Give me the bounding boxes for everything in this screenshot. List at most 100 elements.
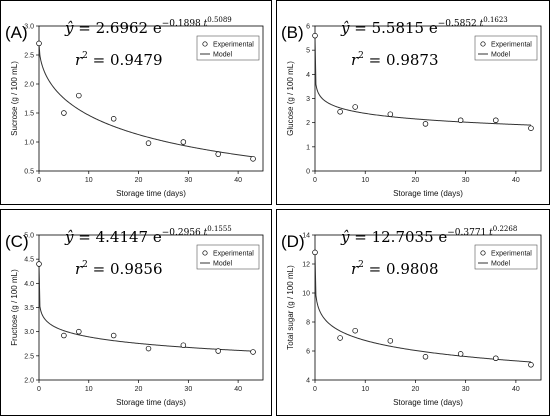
equation-yhat: ŷ <box>340 19 350 37</box>
y-tick-label: 5 <box>306 48 310 55</box>
y-tick-label: 2 <box>306 120 310 127</box>
equation-exponent-power: 0.1555 <box>207 225 232 233</box>
experimental-point <box>493 117 499 123</box>
chart-svg-d: 0 10 20 30 40 4 6 8 10 12 14 Storage time (days) Tot… <box>281 225 542 407</box>
x-tick-label: 0 <box>37 386 41 393</box>
r-squared-exponent: 2 <box>82 260 88 270</box>
experimental-point <box>457 117 464 123</box>
experimental-point <box>528 125 534 131</box>
y-tick-label: 2.0 <box>24 82 34 89</box>
legend-label-model: Model <box>213 261 233 268</box>
equation-exponent-t: t <box>204 228 208 238</box>
y-tick-label: 6 <box>306 349 310 356</box>
equation-exponent-power: 0.2268 <box>493 225 518 233</box>
x-tick-label: 0 <box>313 386 317 393</box>
x-tick-label: 0 <box>313 177 317 184</box>
x-tick-label: 10 <box>361 386 369 393</box>
experimental-point <box>312 32 318 39</box>
y-tick-label: 2.5 <box>24 53 34 60</box>
experimental-point <box>312 249 318 256</box>
y-tick-label: 1.0 <box>24 140 34 147</box>
chart-svg-b: 0 10 20 30 40 0 1 2 3 4 5 6 Storage time (days) Gluco… <box>281 16 542 198</box>
plot-frame <box>314 234 542 381</box>
experimental-point <box>352 104 358 110</box>
equation-exponent-t: t <box>204 19 208 29</box>
legend-box <box>196 244 260 270</box>
y-tick-label: 1 <box>306 144 310 151</box>
chart-panel-c: 0 10 20 30 40 2.0 2.5 3.0 3.5 4.0 4.5 5.0 Storage ti… <box>0 209 272 416</box>
y-axis-label: Sucrose (g / 100 mL) <box>10 61 19 136</box>
x-tick-label: 20 <box>135 386 143 393</box>
panel-label: (B) <box>281 23 304 42</box>
y-tick-label: 0.5 <box>24 169 34 176</box>
experimental-point <box>422 354 429 360</box>
equation-lhs: = 5.5815 e <box>349 19 437 37</box>
chart-panel-d: 0 10 20 30 40 4 6 8 10 12 14 Storage time (days) Tot… <box>276 209 550 416</box>
x-tick-label: 20 <box>135 177 143 184</box>
equation-exponent-t: t <box>489 228 493 238</box>
y-tick-label: 4.5 <box>24 257 34 264</box>
experimental-point <box>337 335 343 341</box>
r-squared-symbol: r <box>75 51 83 69</box>
model-equation: ŷ = 2.6962 e−0.1898 t0.5089 <box>64 16 232 37</box>
x-axis-label: Storage time (days) <box>116 398 186 407</box>
x-tick-label: 20 <box>412 177 420 184</box>
y-tick-label: 14 <box>302 233 310 240</box>
x-tick-label: 40 <box>512 177 520 184</box>
x-axis-label: Storage time (days) <box>116 189 186 198</box>
equation-lhs: = 12.7035 e <box>349 228 447 246</box>
y-tick-label: 1.5 <box>24 111 34 118</box>
chart-panel-b: 0 10 20 30 40 0 1 2 3 4 5 6 Storage time (days) Gluco… <box>276 0 550 205</box>
legend-box <box>474 244 538 270</box>
x-tick-label: 10 <box>85 386 93 393</box>
experimental-point <box>528 362 534 368</box>
legend-label-experimental: Experimental <box>213 251 254 258</box>
x-tick-label: 30 <box>462 177 470 184</box>
y-tick-label: 4.0 <box>24 281 34 288</box>
experimental-point <box>110 332 117 339</box>
legend-label-model: Model <box>491 261 511 268</box>
x-tick-label: 30 <box>184 386 192 393</box>
y-tick-label: 2.0 <box>24 378 34 385</box>
equation-yhat: ŷ <box>64 19 74 37</box>
legend-marker-experimental <box>480 41 486 47</box>
equation-exponent-power: 0.1623 <box>483 16 508 24</box>
chart-svg-c: 0 10 20 30 40 2.0 2.5 3.0 3.5 4.0 4.5 5.0 Storage ti… <box>5 225 264 407</box>
experimental-point <box>215 151 221 157</box>
y-tick-label: 3 <box>306 96 310 103</box>
experimental-point <box>145 345 152 352</box>
model-equation: ŷ = 12.7035 e−0.3771 t0.2268 <box>340 225 517 246</box>
panel-label: (C) <box>5 232 29 251</box>
experimental-point <box>387 338 394 344</box>
plot-frame <box>38 25 264 172</box>
experimental-point <box>457 351 464 357</box>
y-tick-label: 3.0 <box>24 24 34 31</box>
equation-exponent-power: 0.5089 <box>207 16 232 24</box>
equation-exponent-coef: −0.3771 <box>447 228 489 238</box>
y-tick-label: 4 <box>306 378 310 385</box>
experimental-point <box>215 348 221 354</box>
legend-marker-experimental <box>202 250 208 256</box>
experimental-point <box>493 355 499 362</box>
y-tick-label: 12 <box>302 262 310 269</box>
y-axis-label: Fructose (g / 100 mL) <box>10 269 19 346</box>
equation-lhs: = 4.4147 e <box>73 228 161 246</box>
y-tick-label: 0 <box>306 169 310 176</box>
r-squared-exponent: 2 <box>358 260 364 270</box>
equation-lhs: = 2.6962 e <box>73 19 161 37</box>
equation-exponent-coef: −0.2956 <box>162 228 204 238</box>
experimental-point <box>352 327 358 334</box>
y-axis-label: Total sugar (g / 100 mL) <box>286 265 295 350</box>
y-tick-label: 4 <box>306 72 310 79</box>
x-tick-label: 30 <box>462 386 470 393</box>
equation-exponent-t: t <box>480 19 484 29</box>
equation-exponent-coef: −0.1898 <box>162 19 204 29</box>
legend-box <box>474 35 538 61</box>
r-squared-exponent: 2 <box>358 51 364 61</box>
y-tick-label: 3.0 <box>24 329 34 336</box>
x-tick-label: 20 <box>412 386 420 393</box>
experimental-point <box>422 121 429 127</box>
y-tick-label: 2.5 <box>24 353 34 360</box>
legend-label-model: Model <box>491 52 511 59</box>
experimental-point <box>180 139 187 145</box>
